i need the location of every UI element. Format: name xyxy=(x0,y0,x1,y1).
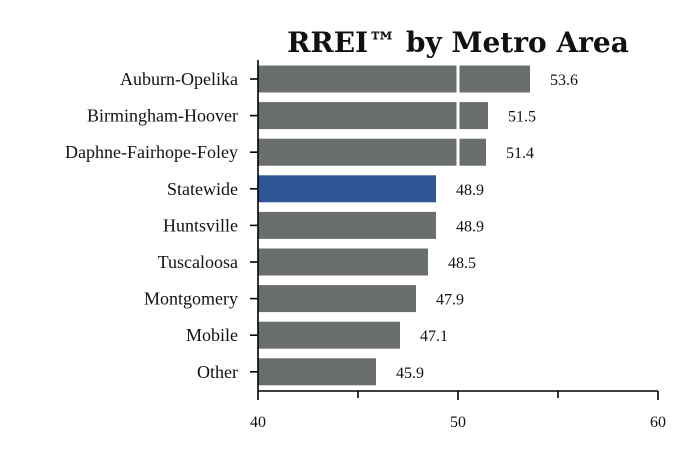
bar-tuscaloosa xyxy=(258,248,428,276)
bar-montgomery xyxy=(258,285,416,313)
x-tick-label: 60 xyxy=(650,414,666,431)
y-tick-label: Huntsville xyxy=(163,215,238,235)
y-tick-label: Daphne-Fairhope-Foley xyxy=(65,142,238,162)
bar-huntsville xyxy=(258,211,436,239)
bar-mobile xyxy=(258,321,400,349)
data-label: 47.1 xyxy=(420,328,448,345)
bars-layer xyxy=(258,65,530,386)
y-tick-label: Other xyxy=(197,362,238,382)
data-label: 48.9 xyxy=(456,218,484,235)
y-tick-label: Tuscaloosa xyxy=(158,252,238,272)
data-label: 53.6 xyxy=(550,72,578,89)
chart-title: RREI™ by Metro Area xyxy=(287,26,629,59)
data-label: 48.9 xyxy=(456,182,484,199)
data-label: 48.5 xyxy=(448,255,476,272)
labels-layer: Auburn-Opelika 53.6 Birmingham-Hoover 51.5 D… xyxy=(65,69,666,431)
axis-layer xyxy=(250,60,659,400)
data-label: 45.9 xyxy=(396,365,424,382)
y-tick-label: Birmingham-Hoover xyxy=(87,106,238,126)
bar-other xyxy=(258,358,376,386)
x-tick-label: 40 xyxy=(250,414,266,431)
data-label: 51.5 xyxy=(508,109,536,126)
data-label: 51.4 xyxy=(506,145,534,162)
x-tick-label: 50 xyxy=(450,414,466,431)
data-label: 47.9 xyxy=(436,292,464,309)
y-tick-label: Mobile xyxy=(186,325,238,345)
bar-auburn-opelika xyxy=(258,65,530,93)
y-tick-label: Auburn-Opelika xyxy=(120,69,238,89)
bar-daphne-fairhope-foley xyxy=(258,138,486,166)
bar-statewide xyxy=(258,175,436,203)
y-tick-label: Statewide xyxy=(167,179,238,199)
bar-birmingham-hoover xyxy=(258,102,488,130)
y-tick-label: Montgomery xyxy=(144,289,238,309)
